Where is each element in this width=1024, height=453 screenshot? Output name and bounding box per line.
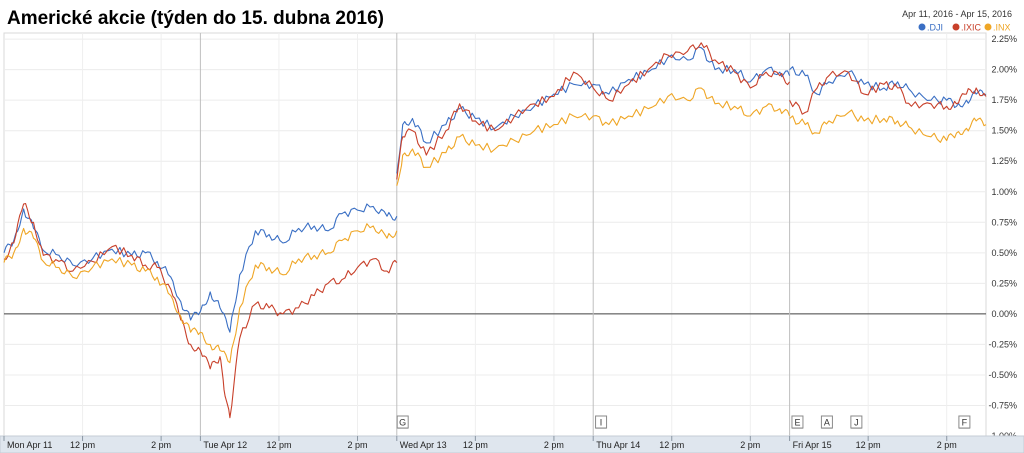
x-tick-label: Fri Apr 15 bbox=[793, 440, 832, 450]
y-tick-label: 1.00% bbox=[991, 187, 1017, 197]
series-line-segment bbox=[789, 109, 987, 143]
y-tick-label: 0.00% bbox=[991, 309, 1017, 319]
x-tick-label: 2 pm bbox=[151, 440, 171, 450]
event-marker[interactable]: E bbox=[791, 415, 804, 429]
x-tick-label: 12 pm bbox=[856, 440, 881, 450]
event-marker-label: G bbox=[399, 418, 406, 428]
legend-label: .INX bbox=[993, 23, 1011, 33]
chart-title: Americké akcie (týden do 15. dubna 2016) bbox=[7, 8, 384, 29]
x-axis-bar bbox=[0, 435, 1024, 453]
day-dividers bbox=[199, 33, 791, 436]
y-tick-label: 0.50% bbox=[991, 248, 1017, 258]
legend-label: .IXIC bbox=[961, 23, 982, 33]
legend: .DJI .IXIC .INX bbox=[918, 23, 1011, 33]
x-tick-label: Thu Apr 14 bbox=[596, 440, 640, 450]
x-tick-label: 12 pm bbox=[463, 440, 488, 450]
legend-dot bbox=[984, 23, 992, 31]
x-tick-label: Tue Apr 12 bbox=[203, 440, 247, 450]
x-tick-label: 2 pm bbox=[544, 440, 564, 450]
y-tick-label: 0.25% bbox=[991, 278, 1017, 288]
legend-dot bbox=[952, 23, 960, 31]
x-tick-label: 12 pm bbox=[266, 440, 291, 450]
event-marker[interactable]: J bbox=[850, 415, 863, 429]
y-tick-label: 2.25% bbox=[991, 34, 1017, 44]
series-line-segment bbox=[396, 42, 791, 180]
series-line-segment bbox=[3, 203, 398, 333]
event-marker-label: I bbox=[600, 418, 603, 428]
series-line-segment bbox=[789, 66, 987, 109]
event-marker-label: J bbox=[854, 418, 859, 428]
legend-label: .DJI bbox=[927, 23, 943, 33]
event-marker[interactable]: F bbox=[958, 415, 971, 429]
series-dji bbox=[3, 46, 987, 333]
event-marker-label: A bbox=[824, 418, 830, 428]
y-tick-label: 1.50% bbox=[991, 126, 1017, 136]
x-tick-label: 2 pm bbox=[937, 440, 957, 450]
event-marker[interactable]: I bbox=[595, 415, 608, 429]
y-tick-label: 2.00% bbox=[991, 65, 1017, 75]
series-line-segment bbox=[3, 203, 398, 419]
y-tick-label: -0.25% bbox=[988, 339, 1017, 349]
x-axis: Mon Apr 11 12 pm 2 pm Tue Apr 12 12 pm 2 pm We… bbox=[3, 436, 957, 450]
x-tick-label: Mon Apr 11 bbox=[7, 440, 52, 450]
series-line-segment bbox=[3, 223, 398, 364]
legend-dot bbox=[918, 23, 926, 31]
x-tick-label: 12 pm bbox=[659, 440, 684, 450]
series-lines bbox=[3, 42, 987, 419]
y-tick-label: -0.50% bbox=[988, 370, 1017, 380]
event-marker[interactable]: A bbox=[820, 415, 833, 429]
y-tick-label: 0.75% bbox=[991, 217, 1017, 227]
series-ixic bbox=[3, 42, 987, 419]
x-tick-label: 2 pm bbox=[348, 440, 368, 450]
date-range: Apr 11, 2016 - Apr 15, 2016 bbox=[902, 9, 1012, 19]
event-marker-label: F bbox=[962, 418, 968, 428]
y-tick-label: -0.75% bbox=[988, 400, 1017, 410]
series-inx bbox=[3, 87, 987, 364]
series-line-segment bbox=[396, 87, 791, 186]
y-tick-label: 1.25% bbox=[991, 156, 1017, 166]
x-tick-label: 2 pm bbox=[740, 440, 760, 450]
x-tick-label: 12 pm bbox=[70, 440, 95, 450]
series-line-segment bbox=[789, 70, 987, 115]
y-tick-label: 1.75% bbox=[991, 95, 1017, 105]
x-tick-label: Wed Apr 13 bbox=[400, 440, 447, 450]
series-line-segment bbox=[396, 46, 791, 174]
event-marker-label: E bbox=[794, 418, 800, 428]
event-marker[interactable]: G bbox=[396, 415, 409, 429]
